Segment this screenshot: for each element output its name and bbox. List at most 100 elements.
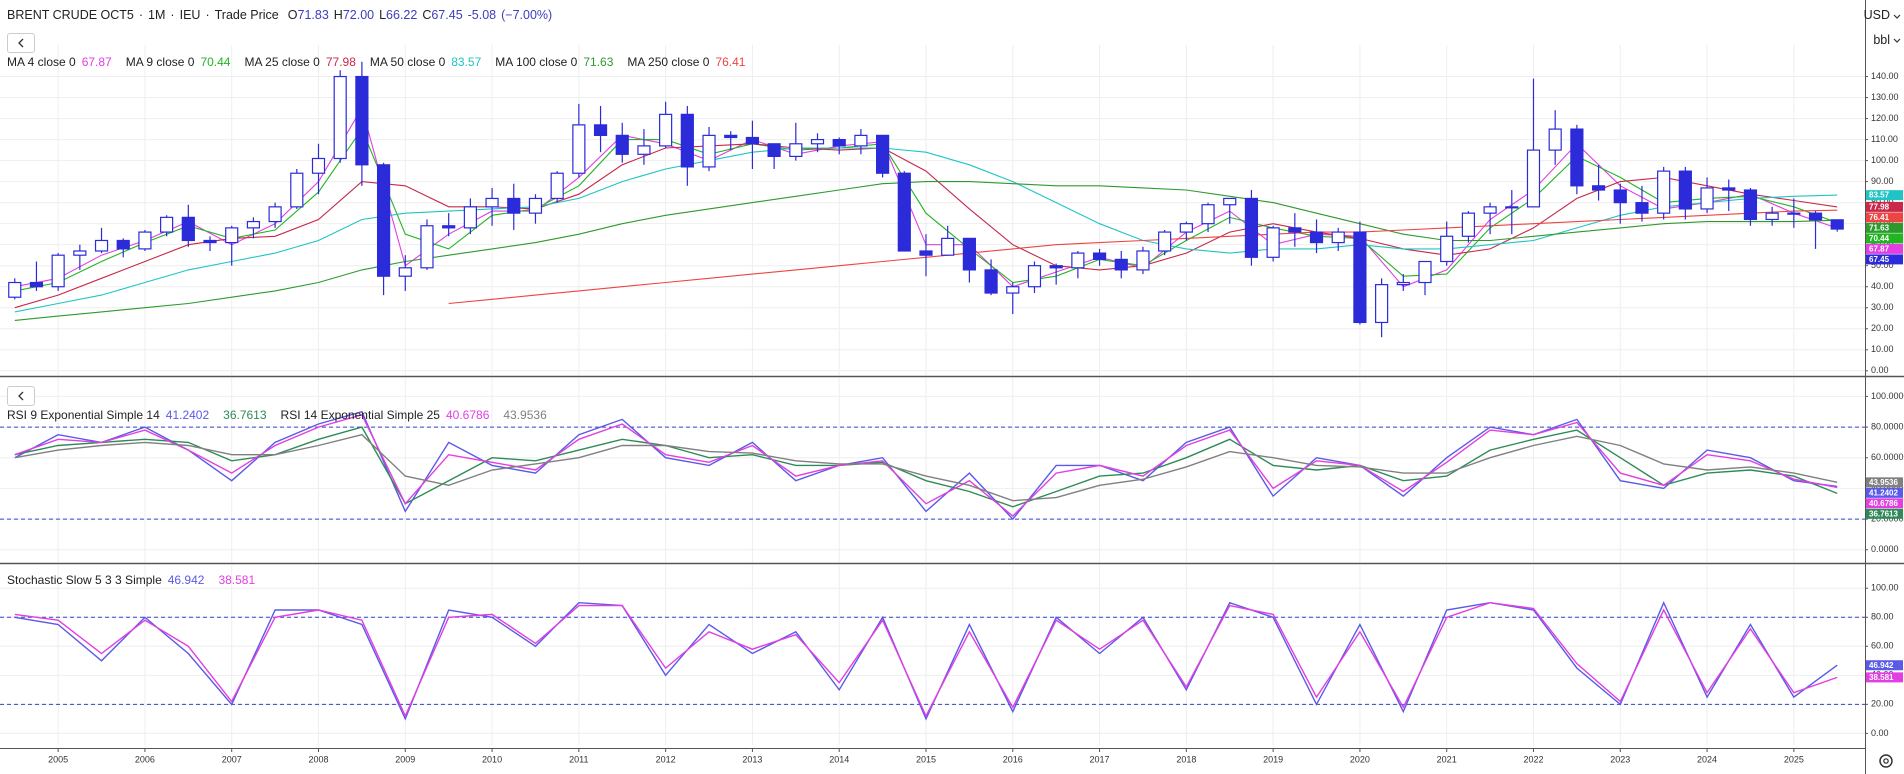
x-tick-label: 2018 bbox=[1176, 754, 1196, 764]
y-tick-label: 100.0000 bbox=[1871, 391, 1904, 401]
candle-body bbox=[73, 250, 87, 256]
candle-body bbox=[659, 113, 673, 147]
quote-label: L bbox=[379, 8, 387, 22]
candle-body bbox=[376, 164, 391, 277]
legend-value: 38.581 bbox=[218, 573, 256, 587]
candle-body bbox=[832, 138, 846, 147]
last-value-label: 67.45 bbox=[1869, 255, 1890, 264]
y-tick-label: 110.00 bbox=[1871, 134, 1898, 144]
candle-body bbox=[1288, 227, 1302, 233]
candle-body bbox=[1440, 235, 1454, 263]
candle-body bbox=[1071, 252, 1085, 269]
candle-body bbox=[528, 197, 543, 214]
collapse-icon[interactable] bbox=[8, 387, 34, 405]
chevron-left[interactable] bbox=[18, 391, 24, 401]
candle-body bbox=[203, 239, 217, 244]
candle-body bbox=[1396, 281, 1410, 286]
candle-body bbox=[702, 134, 716, 168]
last-value-tag bbox=[1866, 508, 1903, 519]
last-value-label: 77.98 bbox=[1869, 202, 1890, 211]
candle-body bbox=[1179, 223, 1193, 233]
indicator-line bbox=[14, 413, 1838, 517]
legend-value: 43.9536 bbox=[503, 408, 547, 422]
collapse-button[interactable] bbox=[7, 33, 35, 53]
y-tick-label: 120.00 bbox=[1871, 113, 1899, 123]
legend-value: 71.63 bbox=[583, 55, 614, 69]
settings-icon[interactable] bbox=[1879, 754, 1893, 768]
unit-chevron[interactable] bbox=[1893, 38, 1901, 43]
legend-label: MA 25 close 0 bbox=[244, 55, 320, 69]
candle-body bbox=[1548, 128, 1562, 151]
x-tick-label: 2007 bbox=[222, 754, 242, 764]
last-value-tag bbox=[1866, 233, 1903, 244]
currency-chevron[interactable] bbox=[1893, 14, 1901, 19]
y-tick-label: 60.00 bbox=[1871, 641, 1894, 651]
candle-body bbox=[1331, 231, 1345, 244]
x-tick-label: 2020 bbox=[1350, 754, 1370, 764]
candle-body bbox=[1526, 149, 1541, 208]
chevron[interactable] bbox=[1893, 14, 1901, 19]
settings-gear-center[interactable] bbox=[1883, 758, 1889, 764]
candle-body bbox=[854, 134, 868, 147]
last-value-label: 38.581 bbox=[1869, 673, 1894, 682]
candle-body bbox=[962, 237, 976, 271]
unit-selector[interactable]: bbl bbox=[1873, 33, 1890, 47]
candle-body bbox=[1505, 206, 1519, 209]
candle-body bbox=[398, 267, 412, 277]
candle-body bbox=[767, 143, 781, 158]
candle-body bbox=[1765, 212, 1779, 221]
legend-value: 70.44 bbox=[200, 55, 231, 69]
last-value-tag bbox=[1866, 498, 1903, 509]
collapse-button[interactable] bbox=[7, 386, 35, 406]
legend-value: 41.2402 bbox=[165, 408, 210, 422]
collapse-icon[interactable] bbox=[8, 34, 34, 52]
last-value-label: 83.57 bbox=[1869, 191, 1890, 200]
legend-label: MA 250 close 0 bbox=[627, 55, 710, 69]
y-tick-label: 40.0000 bbox=[1871, 483, 1904, 493]
candle-body bbox=[1613, 189, 1627, 204]
last-value-tag bbox=[1866, 222, 1903, 233]
candle-body bbox=[463, 206, 477, 229]
currency-selector[interactable]: USD bbox=[1863, 8, 1890, 22]
settings-gear[interactable] bbox=[1879, 754, 1893, 768]
legend-value: 36.7613 bbox=[223, 408, 267, 422]
y-tick-label: 80.0000 bbox=[1871, 421, 1904, 431]
legend-label: MA 9 close 0 bbox=[125, 55, 195, 69]
candle-body bbox=[637, 145, 651, 155]
last-value-tag bbox=[1866, 212, 1903, 223]
candle-body bbox=[94, 239, 109, 252]
candle-body bbox=[1201, 204, 1215, 225]
last-value-label: 43.9536 bbox=[1869, 478, 1898, 487]
quote-value: 66.22 bbox=[386, 8, 418, 22]
symbol: BRENT CRUDE OCT5 bbox=[7, 8, 134, 22]
chevron-left[interactable] bbox=[18, 38, 24, 48]
x-tick-label: 2022 bbox=[1523, 754, 1543, 764]
y-tick-label: 40.00 bbox=[1871, 281, 1894, 291]
candle-body bbox=[8, 281, 22, 298]
candle-body bbox=[1158, 231, 1172, 252]
legend-value: 46.942 bbox=[167, 573, 205, 587]
y-tick-label: 90.00 bbox=[1871, 176, 1894, 186]
last-value-label: 70.44 bbox=[1869, 234, 1890, 243]
candle-body bbox=[1743, 189, 1758, 221]
exchange: IEU bbox=[179, 8, 201, 22]
candle-body bbox=[160, 216, 174, 233]
y-tick-label: 0.0000 bbox=[1871, 544, 1899, 554]
chevron[interactable] bbox=[1893, 38, 1901, 43]
x-tick-label: 2009 bbox=[395, 754, 415, 764]
candle-body bbox=[1808, 212, 1823, 221]
x-tick-label: 2025 bbox=[1784, 754, 1804, 764]
y-tick-label: 130.00 bbox=[1871, 92, 1899, 102]
x-tick-label: 2013 bbox=[742, 754, 762, 764]
candle-body bbox=[875, 134, 890, 174]
candle-body bbox=[1570, 128, 1584, 187]
panel: 0.000020.000040.000060.000080.0000100.00… bbox=[0, 378, 1904, 562]
y-tick-label: 140.00 bbox=[1871, 71, 1899, 81]
quote-change-pct: (−7.00%) bbox=[501, 8, 553, 22]
quote-label: H bbox=[333, 8, 343, 22]
candle-body bbox=[724, 134, 738, 139]
y-tick-label: 100.00 bbox=[1871, 155, 1899, 165]
interval: 1M bbox=[148, 8, 166, 22]
